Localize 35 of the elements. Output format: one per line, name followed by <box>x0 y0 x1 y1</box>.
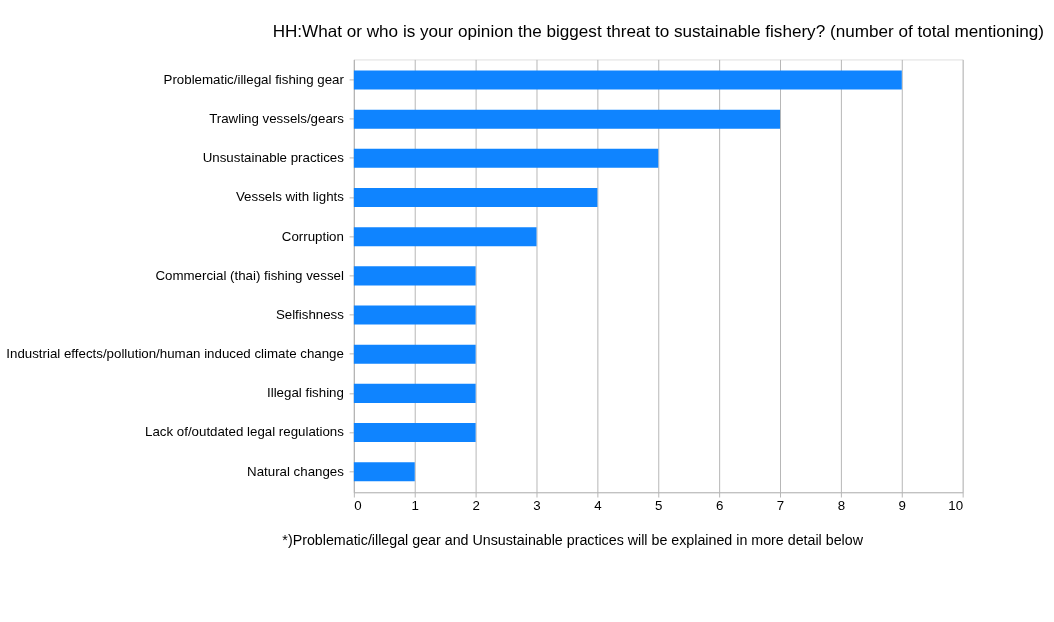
bar <box>353 383 476 403</box>
bar <box>353 305 476 325</box>
x-tick-label: 2 <box>472 497 480 513</box>
bar <box>353 227 537 247</box>
y-tick-label: Industrial effects/pollution/human induced climate change <box>6 346 344 362</box>
x-tick-label: 3 <box>533 497 541 513</box>
y-tick-label: Problematic/illegal fishing gear <box>163 71 345 87</box>
x-tick-label: 4 <box>594 497 602 513</box>
bar <box>353 109 781 129</box>
x-tick-label: 5 <box>655 497 663 513</box>
bar <box>353 423 476 443</box>
x-tick-label: 1 <box>411 497 419 513</box>
x-tick-label: 7 <box>776 497 785 513</box>
x-tick-label: 8 <box>837 497 846 513</box>
y-tick-label: Natural changes <box>247 463 345 479</box>
x-tick-label: 10 <box>948 497 964 513</box>
bar <box>353 344 476 364</box>
y-tick-label: Trawling vessels/gears <box>209 110 345 126</box>
bar <box>353 70 902 90</box>
y-tick-label: Corruption <box>281 228 344 244</box>
bar <box>353 266 476 286</box>
y-tick-label: Lack of/outdated legal regulations <box>145 424 345 440</box>
x-tick-label: 9 <box>898 497 906 513</box>
bar <box>353 148 659 168</box>
y-tick-label: Unsustainable practices <box>202 150 345 166</box>
bar <box>353 188 598 208</box>
x-tick-label: 0 <box>354 497 362 513</box>
bar <box>353 462 415 482</box>
chart-title: HH:What or who is your opinion the biggest threat to sustainable fishery? (number of total mentioning) <box>272 21 1044 41</box>
text: *)Problematic/illegal gear and Unsustainable practices will be explained in more detail below <box>282 531 864 548</box>
y-tick-label: Vessels with lights <box>235 189 345 205</box>
y-tick-label: Illegal fishing <box>267 385 344 401</box>
y-tick-label: Commercial (thai) fishing vessel <box>155 267 344 283</box>
x-tick-label: 6 <box>715 497 724 513</box>
y-tick-label: Selfishness <box>275 306 345 322</box>
